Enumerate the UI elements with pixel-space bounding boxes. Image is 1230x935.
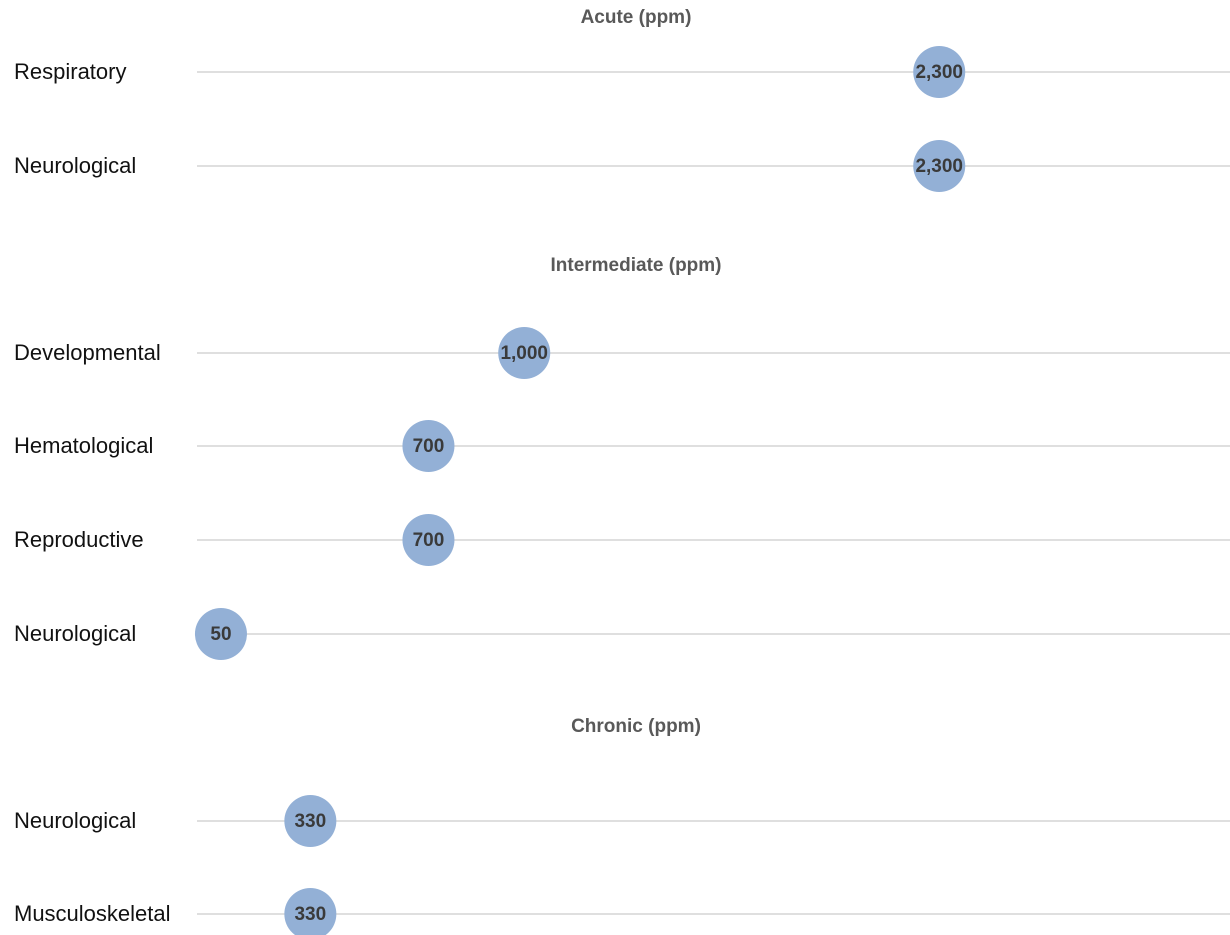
data-value-label: 700 xyxy=(413,530,445,551)
data-point-marker xyxy=(402,514,455,566)
section-group: Acute (ppm) Respiratory 2,300 Neurological 2… xyxy=(14,7,1230,192)
row-label: Neurological xyxy=(14,153,136,178)
data-value-label: 2,300 xyxy=(915,156,963,177)
section-title: Intermediate (ppm) xyxy=(550,255,721,276)
row-label: Developmental xyxy=(14,340,161,365)
section-group: Chronic (ppm) Neurological 330 Musculoskele… xyxy=(14,716,1230,935)
data-value-label: 1,000 xyxy=(500,343,548,364)
data-point-marker xyxy=(402,420,455,472)
section-group: Intermediate (ppm) Developmental 1,000 Hema… xyxy=(14,255,1230,660)
row-label: Respiratory xyxy=(14,59,126,84)
data-point-marker xyxy=(284,795,337,847)
data-value-label: 50 xyxy=(210,624,231,645)
data-point-marker xyxy=(284,888,337,935)
row-label: Reproductive xyxy=(14,527,144,552)
data-value-label: 700 xyxy=(413,436,445,457)
data-value-label: 330 xyxy=(294,904,326,925)
data-value-label: 330 xyxy=(294,811,326,832)
section-title: Chronic (ppm) xyxy=(571,716,701,737)
data-point-marker xyxy=(498,327,551,379)
data-value-label: 2,300 xyxy=(915,62,963,83)
row-label: Neurological xyxy=(14,808,136,833)
data-point-marker xyxy=(194,608,247,660)
section-title: Acute (ppm) xyxy=(581,7,692,28)
row-label: Neurological xyxy=(14,621,136,646)
data-point-marker xyxy=(913,46,966,98)
row-label: Musculoskeletal xyxy=(14,901,171,926)
data-point-marker xyxy=(913,140,966,192)
row-label: Hematological xyxy=(14,433,153,458)
